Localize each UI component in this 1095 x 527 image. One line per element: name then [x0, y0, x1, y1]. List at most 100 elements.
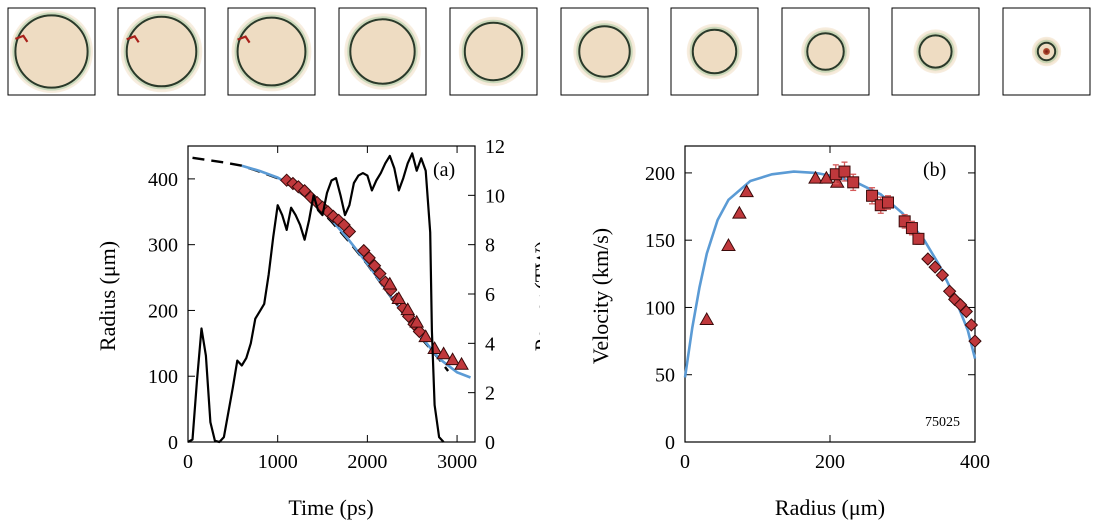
simulation-line — [683, 170, 977, 378]
y-tick-label: 0 — [168, 432, 178, 454]
y-tick-label: 50 — [655, 365, 675, 387]
triangle-point — [808, 170, 823, 184]
triangle-point — [409, 314, 425, 328]
diamond-point — [964, 318, 979, 332]
y2-tick-label: 12 — [485, 136, 505, 158]
capsule-shell — [14, 14, 89, 89]
stalk-shadow — [15, 34, 29, 43]
diamond-point — [304, 190, 318, 205]
y-axis-label: Radius (μm) — [95, 241, 120, 351]
capsule-shell — [578, 25, 631, 78]
diamond-point — [367, 259, 382, 273]
x-tick-label: 3000 — [437, 451, 477, 473]
triangle-point — [732, 205, 747, 219]
diamond-point — [291, 180, 306, 194]
capsule-shell — [918, 34, 953, 69]
radiograph-frame — [117, 7, 206, 96]
y2-tick-label: 4 — [485, 333, 495, 355]
diamond-point — [921, 252, 935, 266]
x-tick-label: 200 — [815, 451, 845, 473]
y2-tick-label: 6 — [485, 284, 495, 306]
radiograph-frame — [227, 7, 316, 96]
laser-power-line — [187, 152, 445, 444]
capsule-rim-glow — [123, 13, 200, 90]
triangle-point — [819, 170, 834, 184]
y2-tick-label: 10 — [485, 185, 505, 207]
x-axis-label: Radius (μm) — [775, 495, 885, 520]
capsule-rim-glow — [689, 26, 740, 77]
capsule-rim-glow — [916, 32, 955, 71]
capsule-rim-glow — [576, 23, 633, 80]
diamond-point — [412, 324, 427, 339]
x-tick-label: 400 — [960, 451, 990, 473]
fit-dashed-line — [192, 156, 450, 372]
diamond-point — [326, 209, 341, 224]
diamond-point — [968, 334, 982, 348]
y-tick-label: 200 — [645, 163, 675, 185]
triangle-point — [436, 346, 451, 360]
panel-label: (a) — [433, 159, 455, 181]
y-tick-label: 0 — [665, 432, 675, 454]
diamond-point — [959, 304, 974, 319]
capsule-rim-glow — [12, 12, 91, 91]
radiograph-frame — [670, 7, 759, 96]
y-tick-label: 300 — [148, 235, 178, 257]
radiograph-frame — [1002, 7, 1091, 96]
x-tick-label: 0 — [680, 451, 690, 473]
capsule-shell — [349, 18, 416, 85]
x-tick-label: 1000 — [258, 451, 298, 473]
y-tick-label: 100 — [148, 366, 178, 388]
radiograph-frame — [449, 7, 538, 96]
diamond-point — [373, 266, 387, 281]
diamond-point — [935, 268, 950, 282]
triangle-point — [699, 312, 715, 325]
triangle-point — [400, 302, 416, 316]
radiograph-frame — [781, 7, 870, 96]
square-point — [866, 189, 879, 202]
square-point — [838, 165, 851, 178]
triangle-point — [445, 352, 460, 366]
square-point — [882, 196, 894, 209]
stalk-shadow — [237, 35, 251, 44]
diamond-point — [342, 224, 357, 239]
y-tick-label: 100 — [645, 297, 675, 319]
triangle-point — [721, 238, 736, 251]
y2-tick-label: 2 — [485, 383, 495, 405]
x-tick-label: 0 — [183, 451, 193, 473]
radiograph-frame-strip — [7, 7, 1091, 96]
capsule-rim-glow — [804, 30, 847, 73]
radiograph-frame — [891, 7, 980, 96]
simulation-line — [241, 164, 471, 379]
y-tick-label: 200 — [148, 300, 178, 322]
triangle-point — [427, 341, 443, 354]
y-axis-label: Velocity (km/s) — [588, 228, 613, 364]
triangle-point — [391, 291, 407, 304]
triangle-point — [382, 276, 398, 290]
capsule-shell — [806, 32, 845, 71]
velocity-radius-chart: 0 200 400 0 50 100 150 200 (b) 75025 Radius (μm… — [588, 145, 990, 520]
diamond-point — [331, 213, 346, 228]
x-axis-label: Time (ps) — [288, 495, 373, 520]
diamond-point — [362, 251, 376, 265]
radiograph-frame — [560, 7, 649, 96]
y-tick-label: 400 — [148, 169, 178, 191]
diamond-point — [928, 260, 942, 274]
triangle-point — [454, 356, 469, 370]
capsule-shell — [236, 16, 307, 87]
shot-number: 75025 — [925, 415, 960, 430]
panel-label: (b) — [923, 159, 946, 181]
y2-tick-label: 0 — [485, 432, 495, 454]
diamond-point — [942, 284, 957, 299]
stalk-shadow — [126, 34, 140, 43]
capsule-rim-glow — [1034, 39, 1059, 64]
x-tick-label: 2000 — [347, 451, 387, 473]
square-point — [912, 232, 925, 245]
triangle-point — [739, 184, 754, 198]
square-point — [847, 176, 860, 189]
capsule-shell — [691, 28, 738, 75]
capsule-shell — [125, 15, 198, 88]
capsule-shell — [463, 21, 524, 82]
triangle-point — [418, 329, 434, 343]
y-tick-label: 150 — [645, 230, 675, 252]
